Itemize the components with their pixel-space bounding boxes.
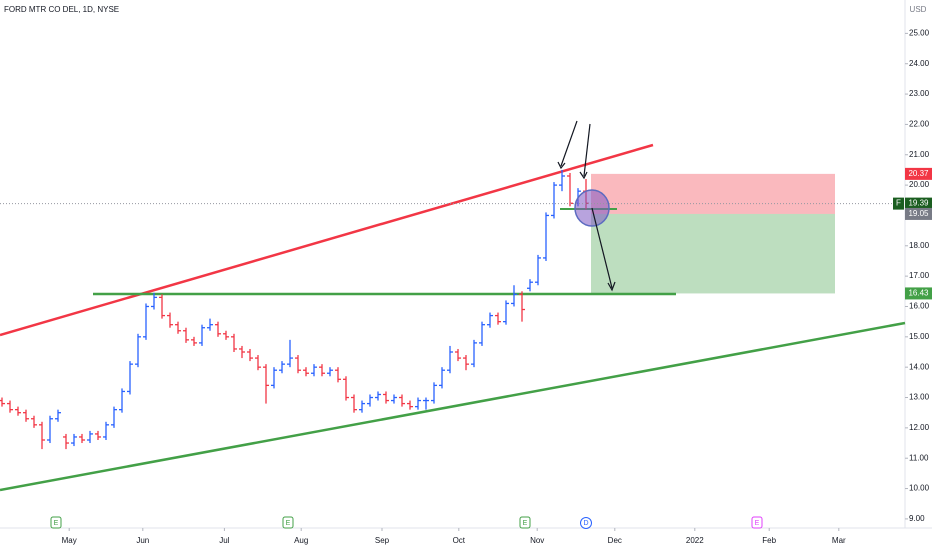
event-icon	[282, 516, 294, 529]
events: E E E D E	[50, 516, 763, 529]
stop-badge-label: 20.37	[908, 169, 929, 178]
stop-badge	[905, 167, 932, 180]
arrow-head	[607, 281, 616, 292]
target-badge	[905, 287, 932, 300]
arrow-head	[557, 161, 566, 170]
event-label: E	[523, 520, 528, 527]
resistance-trendline	[0, 143, 654, 337]
y-tick-label: 25.00	[909, 28, 930, 37]
x-tick-label: Oct	[453, 536, 466, 545]
x-tick-label: 2022	[686, 536, 704, 545]
arrow-head	[579, 171, 588, 180]
entry-badge	[905, 207, 932, 220]
last-price-badge	[905, 197, 932, 210]
chart-title: FORD MTR CO DEL, 1D, NYSE	[4, 5, 119, 14]
symbol-badge	[893, 197, 904, 210]
annotations	[557, 120, 616, 292]
y-tick-label: 24.00	[909, 59, 930, 68]
y-tick-label: 15.00	[909, 332, 930, 341]
y-tick-label: 22.00	[909, 120, 930, 129]
event-label: E	[286, 520, 291, 527]
y-tick-label: 16.00	[909, 302, 930, 311]
event-label: E	[755, 520, 760, 527]
x-tick-label: Feb	[762, 536, 776, 545]
x-tick-label: Jun	[136, 536, 149, 545]
symbol-label: F	[896, 199, 901, 208]
y-tick-label: 17.00	[909, 271, 930, 280]
y-tick-label: 23.00	[909, 89, 930, 98]
y-tick-label: 18.00	[909, 241, 930, 250]
currency: USD	[910, 5, 927, 14]
entry-badge-label: 19.05	[908, 209, 929, 218]
target-zone	[591, 213, 835, 294]
y-tick-label: 9.00	[909, 514, 925, 523]
arrow	[583, 123, 591, 177]
event-icon	[751, 516, 763, 529]
stop-zone	[591, 173, 835, 214]
target-badge-label: 16.43	[908, 289, 929, 298]
y-tick-label: 14.00	[909, 362, 930, 371]
event-icon	[519, 516, 531, 529]
arrow	[560, 120, 578, 167]
y-tick-label: 13.00	[909, 393, 930, 402]
x-tick-label: Mar	[832, 536, 846, 545]
arrow	[591, 207, 613, 289]
y-tick-label: 12.00	[909, 423, 930, 432]
event-label: E	[54, 520, 59, 527]
y-tick-label: 11.00	[909, 453, 929, 462]
x-tick-label: Sep	[375, 536, 390, 545]
drawings	[0, 143, 906, 492]
y-tick-label: 21.00	[909, 150, 930, 159]
last-price-badge-label: 19.39	[908, 199, 929, 208]
x-tick-label: Nov	[530, 536, 544, 545]
event-icon	[50, 516, 62, 529]
x-tick-label: Dec	[608, 536, 622, 545]
y-tick-label: 10.00	[909, 484, 930, 493]
x-tick-label: May	[62, 536, 77, 545]
x-tick-label: Jul	[219, 536, 229, 545]
y-tick-label: 20.00	[909, 180, 930, 189]
event-label: D	[583, 520, 588, 527]
x-tick-label: Aug	[294, 536, 308, 545]
event-icon	[580, 517, 592, 529]
support-trendline	[0, 321, 906, 492]
